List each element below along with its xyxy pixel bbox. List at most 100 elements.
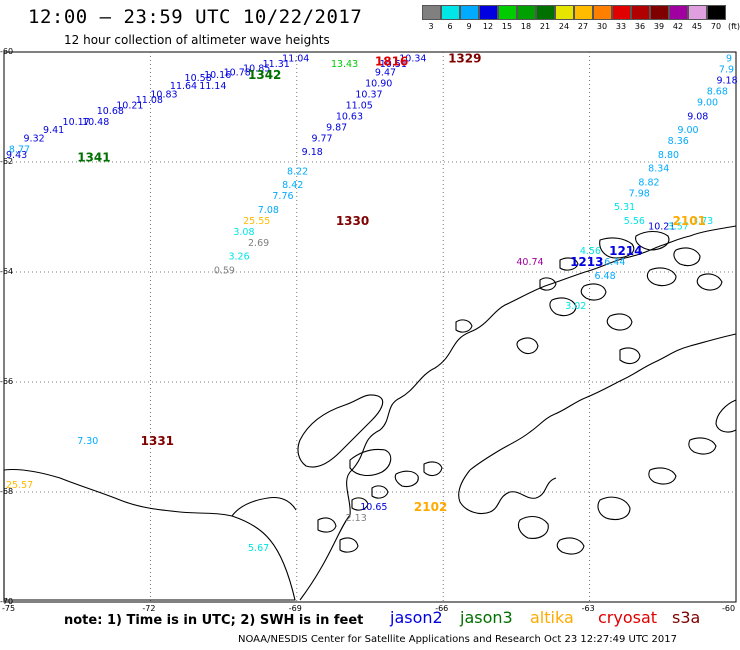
- swh-value-label: 3.08: [233, 227, 254, 238]
- swh-value-label: 10.65: [360, 502, 387, 513]
- pass-time-label: 1816: [375, 54, 408, 68]
- swh-value-label: 7.9: [719, 65, 734, 76]
- swh-value-label: 8.42: [282, 180, 303, 191]
- credit-line: NOAA/NESDIS Center for Satellite Applica…: [238, 634, 677, 645]
- pass-time-label: 2102: [414, 500, 447, 514]
- swh-value-label: 9.00: [697, 98, 718, 109]
- swh-value-label: 8.36: [668, 136, 689, 147]
- satellite-legend-item: cryosat: [598, 608, 658, 627]
- swh-value-label: 11.04: [282, 54, 309, 65]
- swh-value-label: 8.80: [658, 150, 679, 161]
- coastline-outline: [3, 225, 737, 601]
- color-scale-swatch: [422, 5, 441, 20]
- color-scale-label: 9: [466, 22, 472, 31]
- satellite-legend-item: jason3: [460, 608, 513, 627]
- swh-value-label: 11.05: [346, 100, 373, 111]
- color-scale-swatch: [479, 5, 498, 20]
- color-scale-swatch: [631, 5, 650, 20]
- color-scale-swatch: [441, 5, 460, 20]
- swh-value-label: 7.08: [258, 205, 279, 216]
- longitude-tick-label: -69: [288, 604, 302, 613]
- satellite-legend-item: altika: [530, 608, 574, 627]
- swh-value-label: 4.56: [580, 246, 601, 257]
- graticule: [4, 52, 736, 602]
- pass-time-label: 1214: [609, 244, 642, 258]
- pass-time-label: 1341: [77, 151, 110, 165]
- color-scale-swatch: [536, 5, 555, 20]
- color-scale-swatch: [574, 5, 593, 20]
- swh-value-label: 7.76: [272, 191, 293, 202]
- swh-value-label: 3.26: [228, 252, 249, 263]
- color-scale-swatch: [555, 5, 574, 20]
- swh-value-label: 3.02: [565, 301, 586, 312]
- latitude-tick-label: -66: [0, 377, 14, 386]
- color-scale-swatch: [688, 5, 707, 20]
- swh-value-label: 10.85: [243, 63, 270, 74]
- swh-value-label: 9.08: [687, 111, 708, 122]
- swh-value-label: 10.16: [204, 70, 231, 81]
- swh-value-label: 8.82: [638, 177, 659, 188]
- swh-value-label: 40.74: [516, 257, 543, 268]
- color-scale-swatch: [707, 5, 726, 20]
- color-scale-swatch: [460, 5, 479, 20]
- latitude-tick-label: -68: [0, 487, 14, 496]
- swh-value-label: 11.08: [136, 95, 163, 106]
- swh-value-label: 5.67: [248, 543, 269, 554]
- map-subtitle: 12 hour collection of altimeter wave hei…: [64, 33, 330, 47]
- color-scale-label: 70: [710, 22, 722, 31]
- latitude-tick-label: -62: [0, 157, 14, 166]
- swh-value-label: 5.31: [614, 202, 635, 213]
- swh-value-label: 9.87: [326, 122, 347, 133]
- swh-value-label: 10.90: [365, 78, 392, 89]
- color-scale-label: 6: [447, 22, 453, 31]
- pass-time-label: 1331: [141, 434, 174, 448]
- swh-value-label: 0.59: [214, 265, 235, 276]
- swh-value-label: 7.98: [629, 188, 650, 199]
- swh-value-label: 8.34: [648, 164, 669, 175]
- swh-value-label: 10.83: [150, 89, 177, 100]
- color-scale-swatch: [612, 5, 631, 20]
- pass-time-label: 1342: [248, 68, 281, 82]
- swh-value-label: 8.68: [707, 87, 728, 98]
- swh-value-label: 9.32: [24, 133, 45, 144]
- swh-value-label: 25.57: [6, 480, 33, 491]
- swh-value-label: 3.57: [668, 221, 689, 232]
- swh-value-label: 10.21: [116, 100, 143, 111]
- pass-time-label: 1213: [570, 255, 603, 269]
- pass-time-label: 1330: [336, 214, 369, 228]
- longitude-tick-label: -66: [435, 604, 449, 613]
- swh-value-label: 2.13: [346, 513, 367, 524]
- color-scale-swatch: [498, 5, 517, 20]
- color-scale-label: 27: [577, 22, 589, 31]
- latitude-tick-label: -60: [0, 47, 14, 56]
- color-scale-unit: (ft): [727, 22, 740, 31]
- swh-value-label: 10.48: [82, 117, 109, 128]
- swh-value-label: 10.58: [185, 73, 212, 84]
- swh-value-label: 9.41: [43, 125, 64, 136]
- longitude-tick-label: -72: [142, 604, 156, 613]
- latitude-tick-label: -64: [0, 267, 14, 276]
- swh-value-label: 13.43: [331, 59, 358, 70]
- swh-value-label: 6.44: [604, 257, 625, 268]
- color-scale-swatch: [593, 5, 612, 20]
- color-scale-label: 12: [482, 22, 494, 31]
- footnote: note: 1) Time is in UTC; 2) SWH is in fe…: [64, 613, 364, 628]
- swh-value-label: 10.51: [380, 59, 407, 70]
- swh-value-label: 9.18: [716, 76, 737, 87]
- longitude-tick-label: -63: [581, 604, 595, 613]
- pass-time-label: 1329: [448, 52, 481, 66]
- color-scale-label: 24: [558, 22, 570, 31]
- latitude-tick-label: -70: [0, 597, 14, 606]
- swh-value-label: 5.56: [624, 216, 645, 227]
- swh-value-label: 11.31: [263, 59, 290, 70]
- color-scale-label: 33: [615, 22, 627, 31]
- color-scale-swatch: [517, 5, 536, 20]
- swh-value-label: 9.47: [375, 67, 396, 78]
- color-scale-label: 15: [501, 22, 513, 31]
- swh-value-label: 10.17: [63, 117, 90, 128]
- color-scale-label: 42: [672, 22, 684, 31]
- swh-value-label: 10.63: [336, 111, 363, 122]
- color-scale-label: 45: [691, 22, 703, 31]
